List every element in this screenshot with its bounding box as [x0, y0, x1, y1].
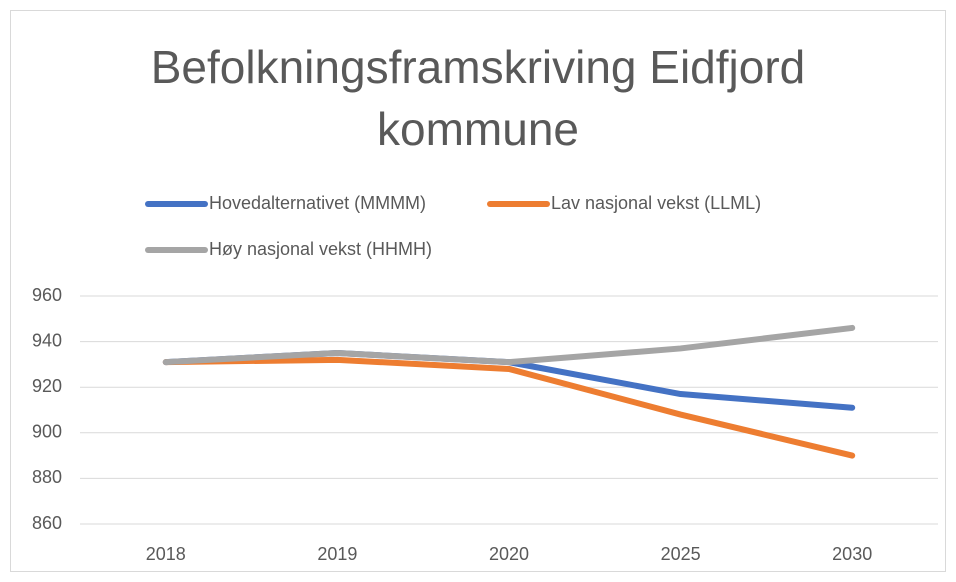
- x-tick-label: 2030: [832, 544, 872, 564]
- series-line: [162, 356, 856, 459]
- legend-label: Lav nasjonal vekst (LLML): [551, 193, 761, 213]
- x-tick-label: 2025: [661, 544, 701, 564]
- y-tick-label: 940: [32, 330, 62, 350]
- chart-title: Befolkningsframskriving Eidfjord kommune: [150, 41, 806, 155]
- legend-label: Hovedalternativet (MMMM): [209, 193, 426, 213]
- y-tick-label: 860: [32, 513, 62, 533]
- y-tick-label: 920: [32, 376, 62, 396]
- y-tick-label: 900: [32, 422, 62, 442]
- series-line: [162, 324, 856, 366]
- x-tick-label: 2018: [146, 544, 186, 564]
- x-tick-label: 2020: [489, 544, 529, 564]
- y-tick-label: 960: [32, 285, 62, 305]
- chart-border: [10, 10, 946, 572]
- legend-label: Høy nasjonal vekst (HHMH): [209, 239, 432, 259]
- y-tick-label: 880: [32, 467, 62, 487]
- x-tick-label: 2019: [317, 544, 357, 564]
